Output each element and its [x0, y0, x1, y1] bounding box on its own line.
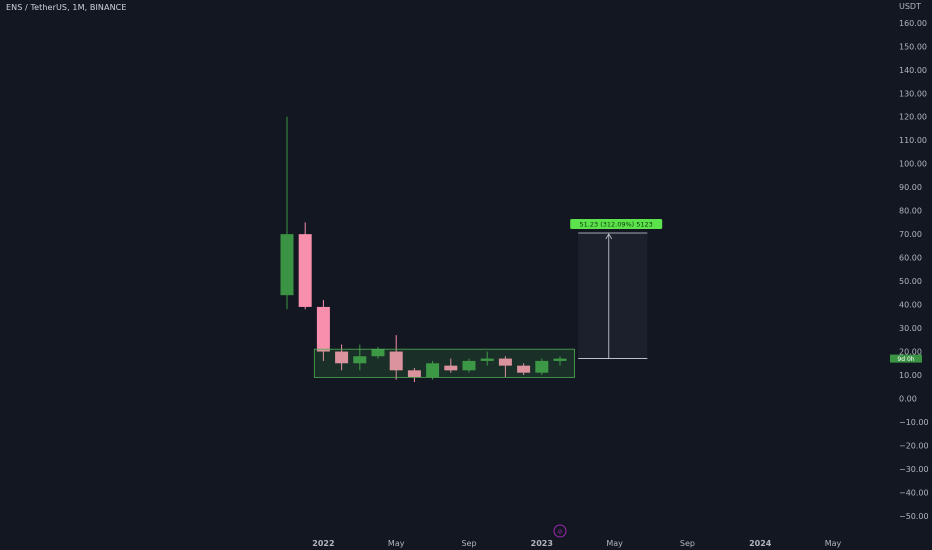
candle-body: [407, 370, 421, 378]
x-tick-label: 2024: [749, 539, 772, 548]
candle-2022-08: [444, 358, 458, 373]
time-axis: 2022 May Sep 2023 May Sep 2024 May: [312, 539, 841, 548]
candle-2022-05: [389, 335, 403, 380]
candle-2023-01: [535, 358, 549, 376]
y-tick-label: 160.00: [899, 19, 927, 28]
x-tick-label: Sep: [461, 539, 476, 548]
y-tick-label: 90.00: [899, 183, 922, 192]
candle-body: [517, 365, 531, 373]
x-tick-label: 2023: [531, 539, 553, 548]
y-tick-label: −50.00: [899, 512, 929, 521]
event-marker-glyph: ⊘: [557, 529, 562, 536]
x-tick-label: May: [606, 539, 623, 548]
y-tick-label: 30.00: [899, 324, 922, 333]
candle-body: [280, 234, 294, 296]
candle-2022-10: [480, 351, 494, 366]
candle-body: [316, 306, 330, 352]
measure-label-bg: [570, 218, 663, 229]
current-price-badge-text: 9d 0h: [897, 356, 914, 363]
y-tick-label: −40.00: [899, 488, 929, 497]
candle-body: [298, 234, 312, 307]
candle-2022-07: [426, 360, 440, 380]
price-axis-unit: USDT: [899, 2, 921, 11]
y-tick-label: 70.00: [899, 230, 922, 239]
y-tick-label: 100.00: [899, 160, 927, 169]
y-tick-label: 110.00: [899, 136, 927, 145]
price-axis: 160.00 150.00 140.00 130.00 120.00 110.00 100.…: [890, 19, 929, 521]
candle-2023-02: [553, 356, 567, 366]
y-tick-label: 140.00: [899, 66, 927, 75]
y-tick-label: 40.00: [899, 301, 922, 310]
candle-body: [426, 363, 440, 378]
x-tick-label: Sep: [680, 539, 695, 548]
candle-body: [535, 360, 549, 373]
candle-body: [480, 358, 494, 361]
measure-area[interactable]: [578, 232, 648, 359]
candle-body: [353, 356, 367, 364]
y-tick-label: 0.00: [899, 395, 917, 404]
candle-2021-11: [280, 116, 294, 310]
x-tick-label: 2022: [312, 539, 334, 548]
y-tick-label: −20.00: [899, 441, 929, 450]
candle-body: [335, 351, 349, 364]
y-tick-label: −30.00: [899, 465, 929, 474]
candle-body: [462, 360, 476, 371]
y-tick-label: 10.00: [899, 371, 922, 380]
event-marker-icon[interactable]: [553, 524, 567, 538]
x-tick-label: May: [388, 539, 405, 548]
candle-2022-12: [517, 363, 531, 376]
candle-2021-12: [298, 222, 312, 310]
y-tick-label: 130.00: [899, 89, 927, 98]
chart-title: ENS / TetherUS, 1M, BINANCE: [6, 3, 127, 12]
y-tick-label: 150.00: [899, 42, 927, 51]
drawing-overlays: 51.23 (312.09%) 5123: [313, 218, 663, 378]
current-price-badge: [890, 354, 922, 363]
range-box[interactable]: [313, 348, 575, 378]
candle-body: [553, 358, 567, 361]
candle-body: [389, 351, 403, 371]
y-tick-label: 120.00: [899, 113, 927, 122]
y-tick-label: −10.00: [899, 418, 929, 427]
candle-2022-09: [462, 358, 476, 373]
y-tick-label: 50.00: [899, 277, 922, 286]
measure-arrow-head: [605, 233, 613, 240]
candle-body: [371, 349, 385, 357]
candle-body: [444, 365, 458, 371]
y-tick-label: 60.00: [899, 254, 922, 263]
measure-label: 51.23 (312.09%) 5123: [580, 220, 653, 228]
candle-body: [498, 358, 512, 366]
candle-2022-11: [498, 356, 512, 378]
x-tick-label: May: [825, 539, 842, 548]
y-tick-label: 80.00: [899, 207, 922, 216]
candle-2022-06: [407, 367, 421, 383]
candles-layer: [280, 116, 567, 383]
candle-2022-01: [316, 299, 330, 361]
y-tick-label: 20.00: [899, 348, 922, 357]
